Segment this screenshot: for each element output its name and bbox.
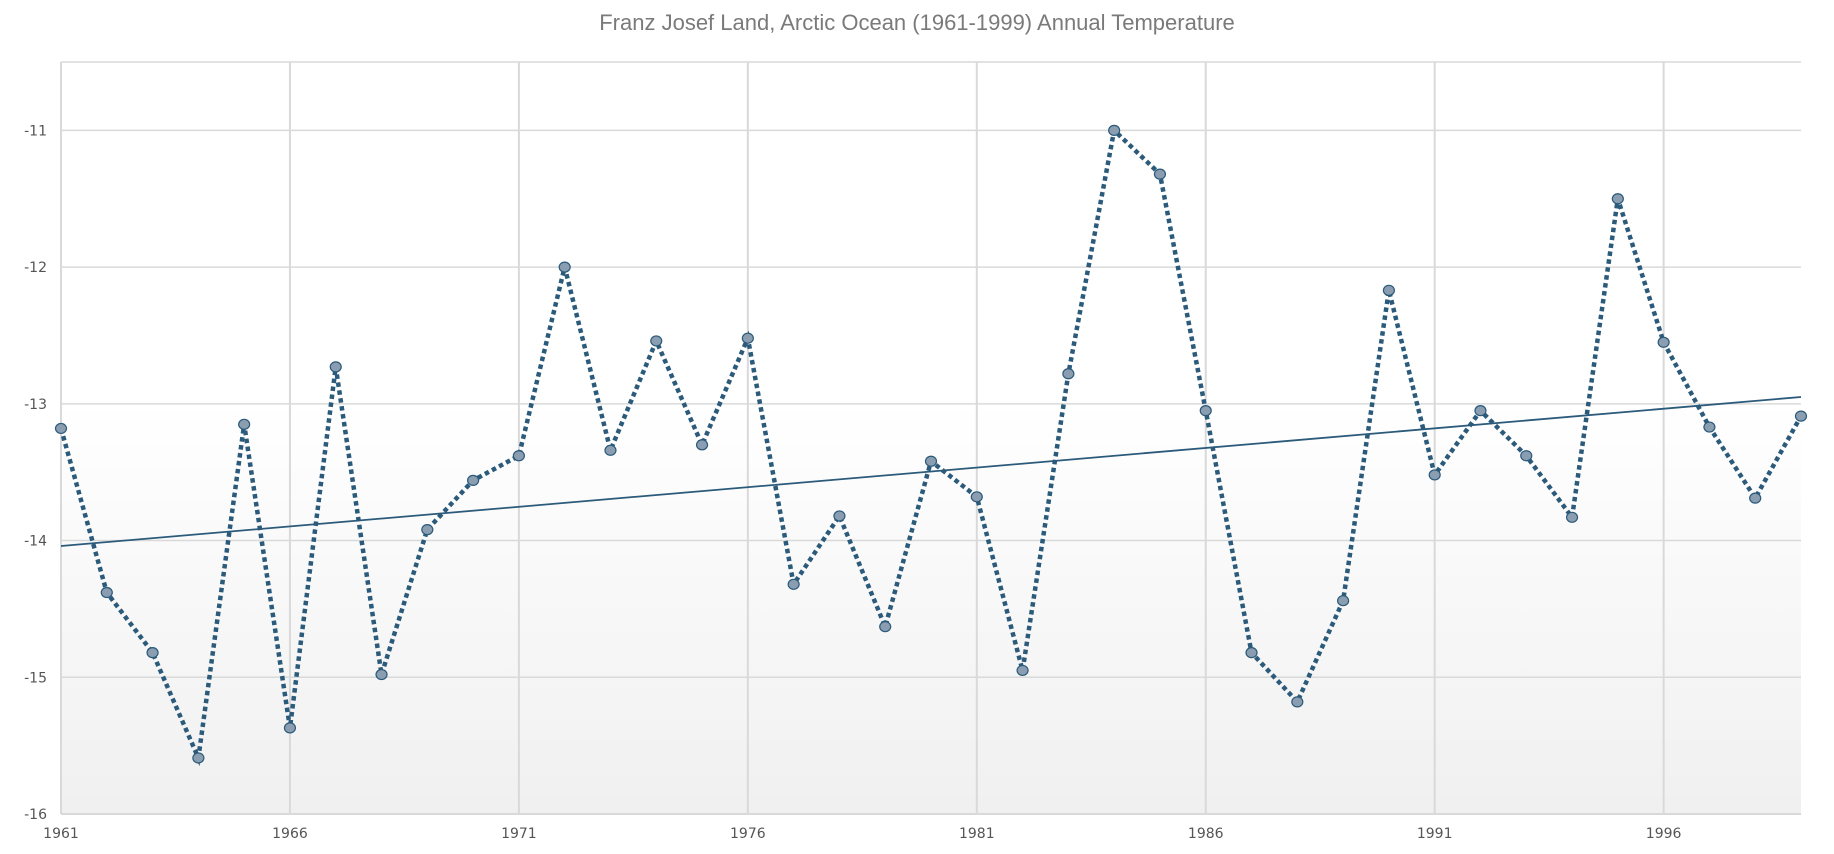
x-tick-label: 1986 — [1188, 826, 1224, 842]
data-point — [879, 621, 892, 633]
data-point — [604, 444, 617, 456]
data-point — [787, 578, 800, 590]
data-point — [1199, 405, 1212, 417]
data-point — [54, 422, 68, 435]
data-point — [467, 474, 480, 486]
data-point — [1428, 469, 1441, 481]
x-tick-label: 1966 — [272, 826, 308, 842]
data-point — [1337, 595, 1350, 607]
data-point — [924, 455, 938, 467]
x-tick-label: 1976 — [730, 826, 766, 842]
x-tick-label: 1971 — [501, 826, 537, 842]
data-point — [1794, 410, 1808, 422]
data-point — [329, 361, 342, 373]
y-tick-label: -15 — [24, 670, 47, 686]
data-point — [970, 491, 983, 503]
data-point — [1657, 336, 1670, 348]
data-point — [695, 439, 709, 451]
data-point — [1520, 450, 1533, 462]
gridlines — [60, 61, 1801, 815]
trendline — [60, 396, 1802, 547]
data-point — [1016, 664, 1029, 677]
data-point — [146, 647, 159, 659]
y-tick-label: -13 — [24, 397, 47, 413]
x-tick-label: 1996 — [1646, 826, 1682, 842]
data-point — [100, 586, 113, 599]
y-tick-label: -12 — [24, 260, 47, 276]
data-point — [1474, 405, 1487, 417]
data-point — [1565, 511, 1579, 523]
series — [54, 124, 1808, 767]
data-point — [512, 450, 525, 462]
data-point — [1703, 421, 1716, 433]
x-tick-label: 1991 — [1417, 826, 1453, 842]
data-point — [283, 722, 297, 734]
data-point — [421, 524, 434, 536]
data-point — [1611, 193, 1624, 205]
y-tick-label: -11 — [24, 123, 47, 139]
data-point — [1108, 124, 1121, 136]
data-point — [238, 418, 251, 430]
data-point — [1245, 647, 1258, 659]
trendline-line — [60, 396, 1802, 547]
data-point — [1062, 368, 1075, 380]
data-point — [1153, 168, 1167, 180]
x-tick-label: 1961 — [43, 826, 79, 842]
data-point — [1749, 492, 1762, 504]
data-point — [833, 510, 846, 522]
data-point — [375, 668, 388, 681]
data-point — [741, 332, 754, 344]
y-tick-label: -16 — [24, 807, 47, 823]
data-point — [650, 335, 663, 347]
y-tick-label: -14 — [24, 534, 47, 550]
x-axis: 1961 1966 1971 1976 1981 1986 1991 1996 — [43, 826, 1681, 842]
data-point — [558, 261, 571, 273]
data-point — [1382, 284, 1395, 296]
y-axis: -11 -12 -13 -14 -15 -16 — [24, 123, 47, 823]
chart-title: Franz Josef Land, Arctic Ocean (1961-199… — [599, 10, 1235, 35]
x-tick-label: 1981 — [959, 826, 995, 842]
plot-area — [61, 62, 1801, 814]
data-point — [1291, 696, 1304, 708]
data-point — [192, 752, 205, 764]
